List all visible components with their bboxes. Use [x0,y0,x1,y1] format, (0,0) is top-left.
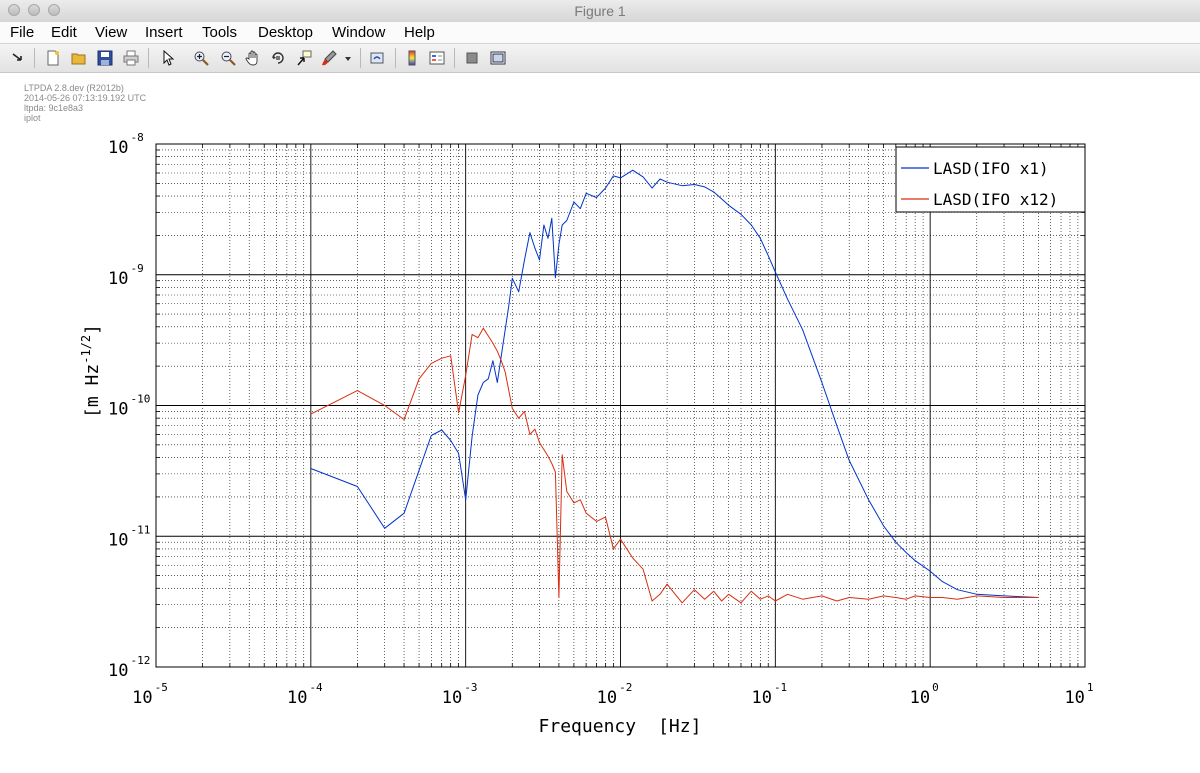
x-tick-label: 10-1 [751,681,787,708]
toolbar-separator [34,48,35,68]
x-tick-label: 10-4 [287,681,323,708]
toolbar-separator [395,48,396,68]
data-cursor-icon[interactable] [296,50,312,66]
new-figure-icon[interactable] [45,50,61,66]
minimize-window-icon[interactable] [28,4,40,16]
x-tick-label: 101 [1064,681,1093,708]
close-window-icon[interactable] [8,4,20,16]
info-line-timestamp: 2014-05-26 07:13:19.192 UTC [24,93,147,103]
x-tick-label: 10-2 [597,681,633,708]
y-tick-label: 10-10 [108,393,150,420]
window-title: Figure 1 [574,3,626,19]
legend-label-series-1: LASD(IFO x1) [933,159,1049,178]
x-tick-label: 10-3 [442,681,478,708]
menubar: File Edit View Insert Tools Desktop Wind… [0,22,1200,44]
legend[interactable]: LASD(IFO x1) LASD(IFO x12) [895,146,1086,213]
legend-label-series-2: LASD(IFO x12) [933,190,1058,209]
x-tick-label: 100 [910,681,939,708]
x-tick-labels: 10-5 10-4 10-3 10-2 10-1 100 101 [132,681,1093,708]
toolbar-separator [360,48,361,68]
dock-arrow-icon[interactable] [10,50,26,66]
axes-box [155,143,1086,668]
zoom-in-icon[interactable] [193,50,209,66]
y-axis-label: [m Hz-1/2] [79,324,103,418]
series-layer [310,169,1039,604]
y-tick-label: 10-8 [108,131,144,158]
show-plot-tools-icon[interactable] [490,50,506,66]
zoom-window-icon[interactable] [48,4,60,16]
hide-plot-tools-icon[interactable] [464,50,480,66]
info-line-version: LTPDA 2.8.dev (R2012b) [24,83,124,93]
print-icon[interactable] [123,50,139,66]
menu-window[interactable]: Window [332,24,386,41]
series-line-1 [310,169,1039,598]
menu-insert[interactable]: Insert [145,24,183,41]
menu-file[interactable]: File [10,24,35,41]
y-tick-label: 10-9 [108,262,144,289]
legend-box [895,146,1086,213]
link-plot-icon[interactable] [370,50,386,66]
zoom-out-icon[interactable] [220,50,236,66]
y-tick-label: 10-11 [108,523,150,550]
window-titlebar: Figure 1 [0,0,1200,23]
y-tick-label: 10-12 [108,654,150,681]
series-line-2 [310,327,1039,604]
x-axis-label: Frequency [Hz] [539,716,702,737]
y-tick-labels: 10-12 10-11 10-10 10-9 10-8 [108,131,150,681]
x-tick-label: 10-5 [132,681,168,708]
info-line-function: iplot [24,113,41,123]
edit-plot-arrow-icon[interactable] [160,50,176,66]
rotate-3d-icon[interactable] [270,50,286,66]
menu-help[interactable]: Help [404,24,435,41]
toolbar-separator [148,48,149,68]
toolbar-separator [454,48,455,68]
info-line-hash: ltpda: 9c1e8a3 [24,103,84,113]
pan-hand-icon[interactable] [245,50,261,66]
menu-tools[interactable]: Tools [202,24,238,41]
insert-legend-icon[interactable] [429,50,445,66]
figure-toolbar [0,44,1200,73]
brush-icon[interactable] [321,50,337,66]
save-icon[interactable] [97,50,113,66]
figure-canvas: LTPDA 2.8.dev (R2012b) 2014-05-26 07:13:… [0,73,1200,773]
menu-view[interactable]: View [95,24,128,41]
insert-colorbar-icon[interactable] [404,50,420,66]
brush-dropdown-icon[interactable] [343,50,353,66]
open-file-icon[interactable] [71,50,87,66]
menu-edit[interactable]: Edit [51,24,77,41]
menu-desktop[interactable]: Desktop [258,24,314,41]
